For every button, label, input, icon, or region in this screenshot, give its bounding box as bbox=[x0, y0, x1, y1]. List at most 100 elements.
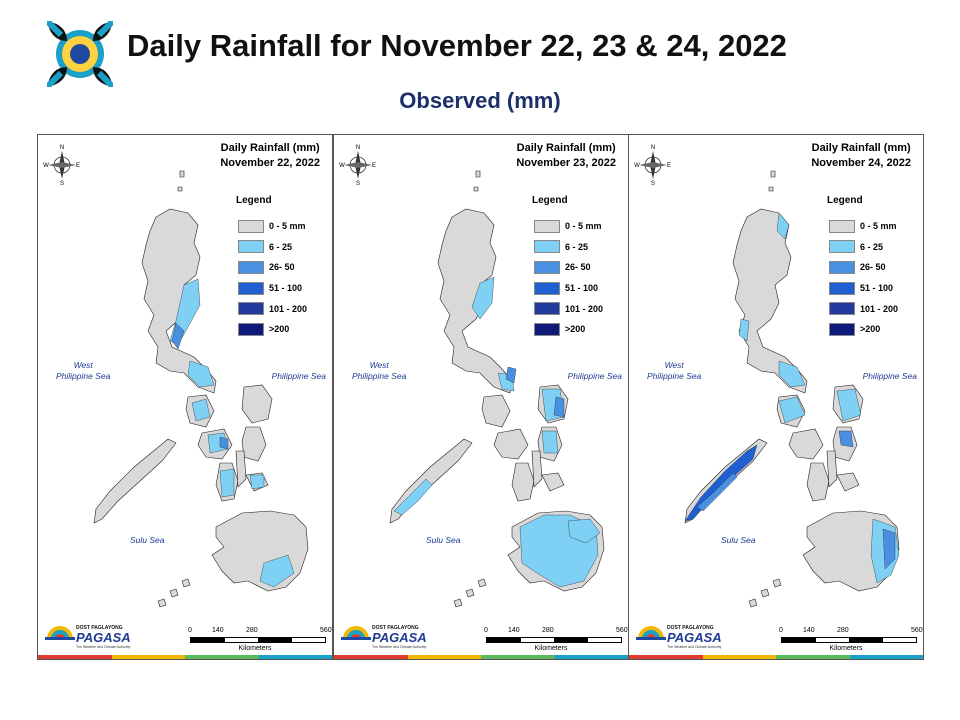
compass-west: W bbox=[634, 163, 640, 169]
brand-small: DOST PAGLAYONG bbox=[667, 625, 714, 631]
rain-area-region bbox=[882, 528, 896, 570]
legend-label: >200 bbox=[860, 324, 881, 335]
compass-south: S bbox=[651, 181, 655, 187]
island-shape bbox=[836, 472, 860, 492]
rain-area-panay bbox=[191, 398, 211, 422]
scale-unit: Kilometers bbox=[534, 645, 568, 652]
island-shape bbox=[772, 578, 782, 588]
legend-swatch bbox=[534, 322, 560, 336]
sea-label-philippine: Philippine Sea bbox=[271, 371, 326, 381]
island-shape bbox=[531, 450, 543, 488]
legend-item: >200 bbox=[238, 319, 307, 340]
map-title: Daily Rainfall (mm) November 22, 2022 bbox=[220, 141, 320, 171]
compass-east: E bbox=[667, 163, 671, 169]
scale-tick: 560 bbox=[320, 627, 332, 634]
legend-swatch bbox=[534, 240, 560, 254]
map-panel-nov22: N S E W Daily Rainfall (mm) November 22, 20… bbox=[37, 134, 333, 660]
brand-tagline: The Weather and Climate Authority bbox=[372, 645, 427, 649]
legend-item: >200 bbox=[534, 319, 603, 340]
map-title: Daily Rainfall (mm) November 24, 2022 bbox=[811, 141, 911, 171]
scale-bar: 0 140 280 560 Kilometers bbox=[779, 627, 923, 652]
rain-area-southern-mindanao bbox=[219, 468, 235, 498]
scale-tick: 140 bbox=[508, 627, 520, 634]
map-date: November 23, 2022 bbox=[516, 157, 616, 169]
scale-tick: 280 bbox=[246, 627, 258, 634]
color-strip bbox=[38, 655, 332, 659]
color-strip bbox=[629, 655, 923, 659]
legend-swatch bbox=[829, 302, 855, 316]
map-legend: Legend 0 - 5 mm 6 - 25 26- 50 51 - 100 101 - … bbox=[236, 195, 308, 340]
legend-item: 26- 50 bbox=[534, 257, 603, 278]
philippines-map: N S E W bbox=[634, 145, 900, 608]
sea-label-philippine: Philippine Sea bbox=[862, 371, 917, 381]
rain-area-cebu-bohol bbox=[219, 436, 229, 450]
legend-swatch bbox=[534, 260, 560, 274]
legend-swatch bbox=[238, 281, 264, 295]
page-title: Daily Rainfall for November 22, 23 & 24,… bbox=[127, 28, 787, 63]
legend-item: 26- 50 bbox=[238, 257, 307, 278]
island-shape bbox=[770, 170, 776, 178]
rain-area-cagayan-coast bbox=[776, 212, 790, 240]
scale-tick: 0 bbox=[779, 627, 783, 634]
island-shape bbox=[732, 208, 808, 394]
compass-north: N bbox=[60, 145, 64, 151]
legend-swatch bbox=[829, 240, 855, 254]
legend-item: 51 - 100 bbox=[829, 278, 898, 299]
map-title: Daily Rainfall (mm) November 23, 2022 bbox=[516, 141, 616, 171]
rain-area-bicol bbox=[187, 360, 215, 388]
legend-label: 51 - 100 bbox=[269, 283, 303, 294]
legend-item: 101 - 200 bbox=[829, 298, 898, 319]
island-shape bbox=[211, 510, 309, 592]
sea-label-west-philippine: West Philippine Sea bbox=[56, 360, 111, 381]
legend-label: 101 - 200 bbox=[565, 303, 604, 314]
map-title-line: Daily Rainfall (mm) bbox=[516, 142, 616, 154]
legend-item: 51 - 100 bbox=[238, 278, 307, 299]
island-shape bbox=[477, 578, 487, 588]
legend-swatch bbox=[238, 219, 264, 233]
philippines-map: N S E W bbox=[43, 145, 309, 608]
island-shape bbox=[768, 186, 774, 192]
island-shape bbox=[453, 598, 463, 608]
legend-swatch bbox=[829, 260, 855, 274]
island-shape bbox=[93, 438, 177, 524]
island-shape bbox=[177, 186, 183, 192]
legend-label: 101 - 200 bbox=[269, 303, 308, 314]
legend-item: 0 - 5 mm bbox=[238, 216, 307, 237]
scale-tick: 0 bbox=[484, 627, 488, 634]
island-shape bbox=[473, 186, 479, 192]
brand-tagline: The Weather and Climate Authority bbox=[667, 645, 722, 649]
map-legend: Legend 0 - 5 mm 6 - 25 26- 50 51 - 100 101 - … bbox=[532, 195, 604, 340]
island-shape bbox=[541, 472, 565, 492]
rain-area-leyte bbox=[838, 430, 854, 448]
compass-west: W bbox=[339, 163, 345, 169]
legend-title: Legend bbox=[532, 195, 568, 206]
compass-south: S bbox=[356, 181, 360, 187]
legend-item: 6 - 25 bbox=[829, 237, 898, 258]
scale-bar-graphic bbox=[781, 637, 917, 643]
legend-swatch bbox=[829, 281, 855, 295]
legend-label: 26- 50 bbox=[565, 262, 591, 273]
pagasa-logo-icon bbox=[341, 626, 371, 640]
compass-east: E bbox=[76, 163, 80, 169]
legend-swatch bbox=[534, 302, 560, 316]
scale-unit: Kilometers bbox=[829, 645, 863, 652]
scale-bar: 0 140 280 560 Kilometers bbox=[484, 627, 628, 652]
legend-title: Legend bbox=[236, 195, 272, 206]
legend-swatch bbox=[829, 219, 855, 233]
pagasa-seal-icon bbox=[47, 21, 113, 87]
legend-swatch bbox=[238, 240, 264, 254]
brand-name: PAGASA bbox=[372, 630, 427, 645]
island-shape bbox=[760, 588, 770, 598]
map-panel-nov23: N S E W Daily Rainfall (mm) November 23, 20… bbox=[333, 134, 629, 660]
rain-area-samar bbox=[836, 388, 862, 422]
scale-tick: 140 bbox=[803, 627, 815, 634]
rain-area-southern-mindanao bbox=[553, 396, 565, 418]
rain-area-region bbox=[259, 554, 295, 588]
scale-tick: 280 bbox=[542, 627, 554, 634]
map-date: November 22, 2022 bbox=[220, 157, 320, 169]
scale-tick: 560 bbox=[616, 627, 628, 634]
island-shape bbox=[475, 170, 481, 178]
island-shape bbox=[241, 384, 273, 424]
legend-swatch bbox=[238, 302, 264, 316]
compass-icon bbox=[344, 151, 372, 179]
